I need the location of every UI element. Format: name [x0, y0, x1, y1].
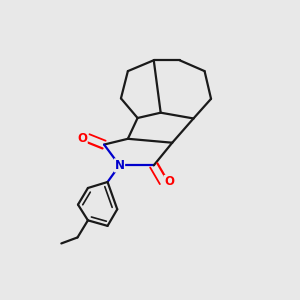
Text: O: O	[77, 132, 87, 145]
Text: O: O	[164, 176, 174, 188]
Text: N: N	[115, 159, 124, 172]
